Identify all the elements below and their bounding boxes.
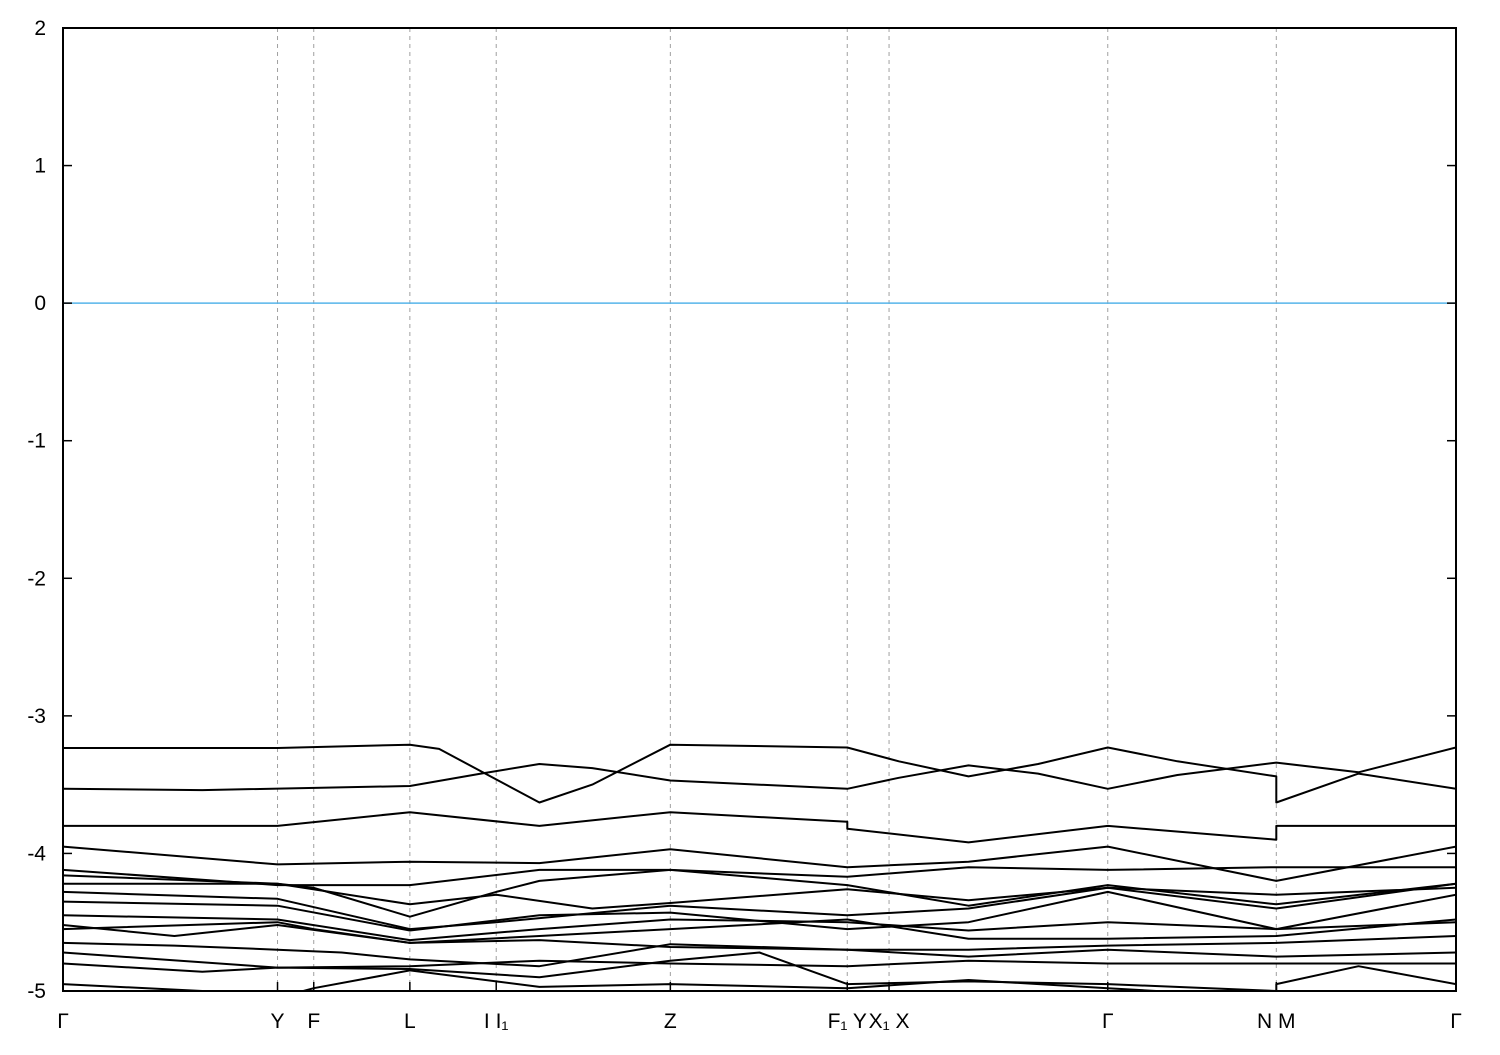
y-tick-label: 1 <box>34 155 46 178</box>
band-line-13 <box>63 941 1456 968</box>
x-tick-label: N M <box>1257 1010 1296 1033</box>
y-axis: 2 1 0 -1 -2 -3 -4 -5 <box>27 17 1456 1003</box>
x-tick-label: Γ <box>57 1010 69 1033</box>
x-tick-label: I I₁ <box>484 1010 509 1033</box>
x-tick-label: Γ <box>1102 1010 1114 1033</box>
band-line-12 <box>63 921 1456 951</box>
y-tick-label: 2 <box>34 17 46 40</box>
band-line-5 <box>63 866 1456 887</box>
x-tick-label: X₁ X <box>869 1010 910 1033</box>
y-tick-label: -2 <box>27 567 46 590</box>
x-tick-label: F₁ Y <box>828 1010 867 1033</box>
band-line-14 <box>63 951 1456 969</box>
band-line-2 <box>63 746 1456 792</box>
band-line-8 <box>63 882 1456 931</box>
y-tick-label: -5 <box>27 980 46 1003</box>
band-line-16 <box>63 969 1174 991</box>
x-tick-label: Γ <box>1450 1010 1462 1033</box>
band-line-3 <box>63 811 1456 844</box>
y-tick-label: -3 <box>27 705 46 728</box>
x-tick-label: F <box>307 1010 320 1033</box>
band-line-7 <box>63 882 1456 910</box>
band-line-1 <box>63 743 1456 804</box>
band-line-11 <box>63 918 1456 944</box>
band-line-10 <box>63 914 1456 942</box>
band-line-4 <box>63 845 1456 882</box>
gridlines <box>277 28 1277 991</box>
y-tick-label: -4 <box>27 842 46 865</box>
x-tick-label: L <box>404 1010 416 1033</box>
bands <box>63 743 1456 991</box>
plot-frame <box>62 27 1457 992</box>
x-tick-label: Y <box>271 1010 285 1033</box>
x-tick-label: Z <box>664 1010 677 1033</box>
y-tick-label: 0 <box>34 292 46 315</box>
y-tick-label: -1 <box>27 430 46 453</box>
